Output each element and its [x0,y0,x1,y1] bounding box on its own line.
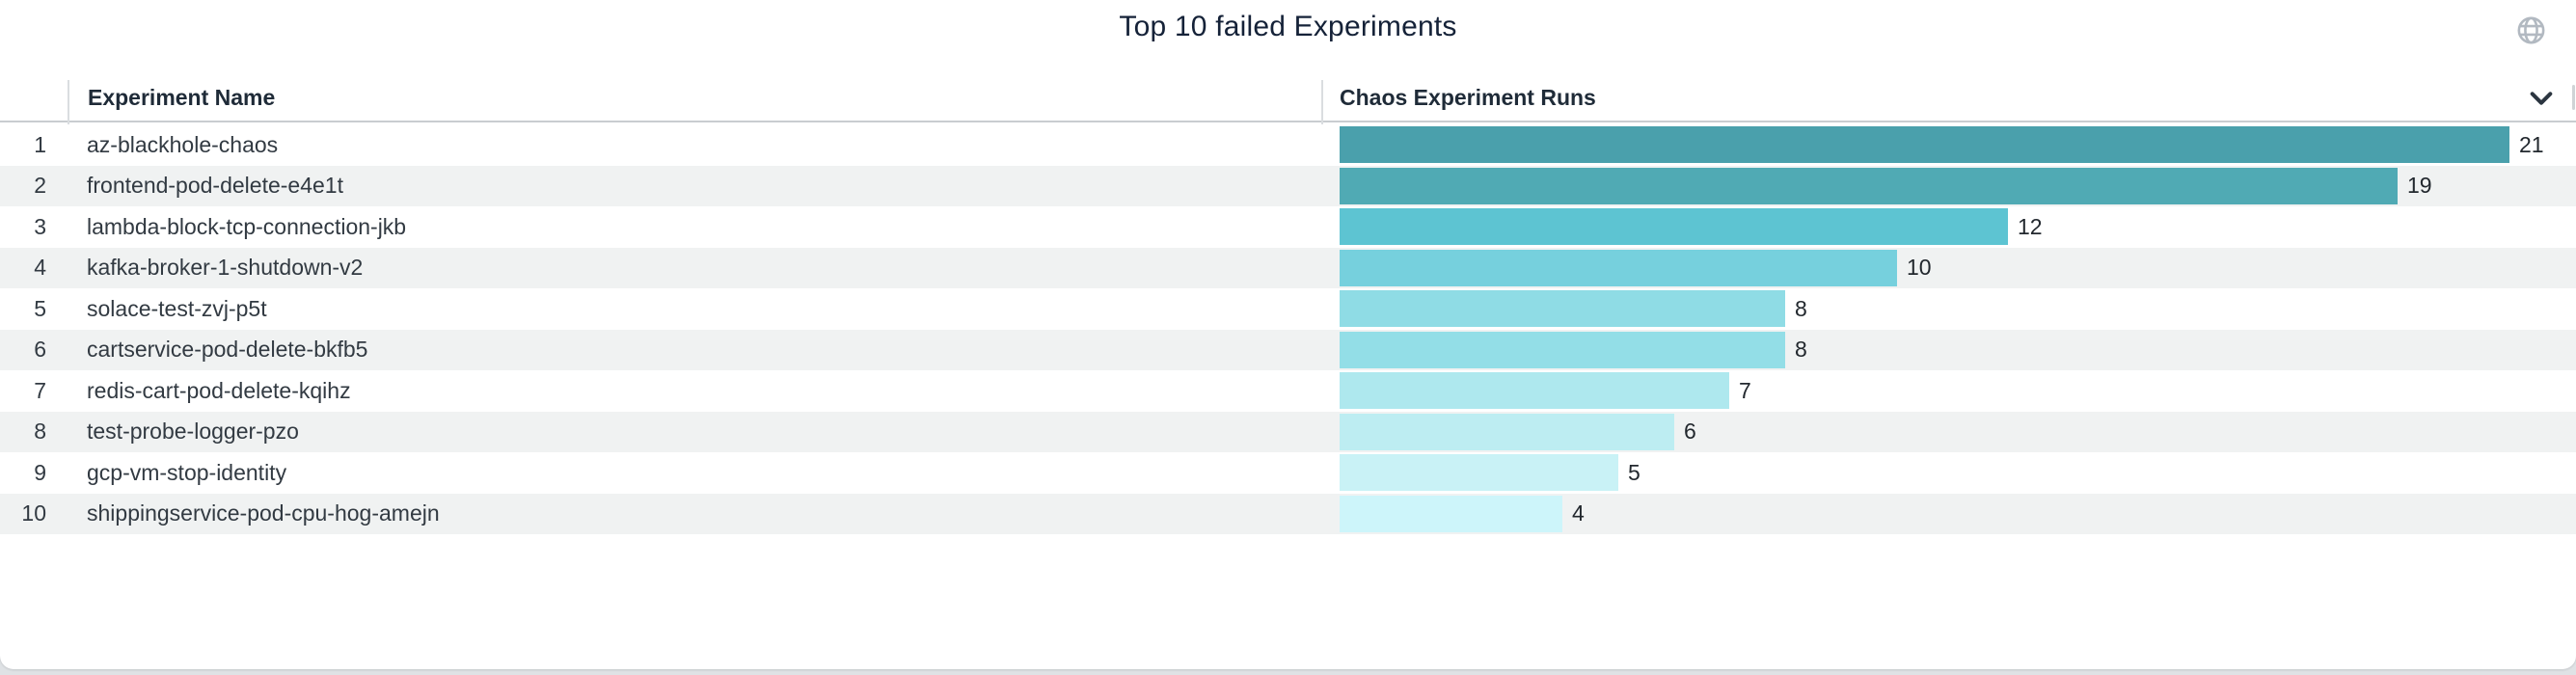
row-rank: 3 [34,213,46,239]
column-header-chaos-experiment-runs[interactable]: Chaos Experiment Runs [1340,85,1596,110]
runs-cell: 21 [1323,124,2576,166]
experiment-name: kafka-broker-1-shutdown-v2 [87,255,364,281]
row-rank: 7 [34,377,46,403]
run-count-value: 4 [1572,500,1585,526]
run-count-bar [1340,331,1785,368]
row-rank: 1 [34,131,46,157]
runs-cell: 19 [1323,166,2576,207]
experiment-name: lambda-block-tcp-connection-jkb [87,213,407,239]
runs-cell: 5 [1323,452,2576,494]
run-count-bar [1340,372,1729,410]
table-row[interactable]: 10 shippingservice-pod-cpu-hog-amejn 4 [0,493,2576,535]
run-count-value: 19 [2407,173,2432,199]
run-count-value: 21 [2519,131,2544,157]
scrollbar[interactable] [2572,85,2575,110]
runs-cell: 4 [1323,494,2576,535]
runs-cell: 8 [1323,288,2576,330]
runs-cell: 10 [1323,248,2576,289]
row-rank: 4 [34,255,46,281]
chevron-down-icon[interactable] [2528,87,2555,110]
chart-title: Top 10 failed Experiments [1119,11,1457,42]
run-count-value: 12 [2018,213,2043,239]
runs-cell: 7 [1323,370,2576,412]
run-count-bar [1340,290,1785,328]
row-rank: 6 [34,337,46,363]
table-row[interactable]: 2 frontend-pod-delete-e4e1t 19 [0,165,2576,207]
globe-icon [2515,14,2547,46]
run-count-bar [1340,208,2008,246]
table-row[interactable]: 6 cartservice-pod-delete-bkfb5 8 [0,329,2576,371]
table-row[interactable]: 4 kafka-broker-1-shutdown-v2 10 [0,247,2576,289]
table-row[interactable]: 8 test-probe-logger-pzo 6 [0,411,2576,453]
experiment-name: solace-test-zvj-p5t [87,295,267,321]
experiment-name: cartservice-pod-delete-bkfb5 [87,337,368,363]
run-count-value: 8 [1795,337,1807,363]
run-count-bar [1340,495,1562,532]
runs-cell: 6 [1323,412,2576,453]
table-row[interactable]: 5 solace-test-zvj-p5t 8 [0,288,2576,330]
table-row[interactable]: 9 gcp-vm-stop-identity 5 [0,452,2576,494]
run-count-bar [1340,167,2398,204]
experiment-name: frontend-pod-delete-e4e1t [87,173,343,199]
run-count-bar [1340,413,1674,450]
experiment-name: az-blackhole-chaos [87,131,279,157]
row-rank: 8 [34,418,46,445]
run-count-bar [1340,126,2509,164]
run-count-value: 5 [1628,459,1641,485]
row-rank: 2 [34,173,46,199]
row-rank: 5 [34,295,46,321]
run-count-value: 7 [1739,377,1751,403]
table-header: Experiment Name Chaos Experiment Runs [0,75,2576,122]
run-count-value: 8 [1795,295,1807,321]
run-count-bar [1340,249,1897,286]
table-row[interactable]: 7 redis-cart-pod-delete-kqihz 7 [0,370,2576,412]
runs-cell: 12 [1323,206,2576,248]
table-row[interactable]: 3 lambda-block-tcp-connection-jkb 12 [0,206,2576,248]
run-count-bar [1340,454,1618,492]
experiment-name: redis-cart-pod-delete-kqihz [87,377,351,403]
column-header-experiment-name[interactable]: Experiment Name [88,85,276,110]
run-count-value: 6 [1684,418,1696,445]
table-body: 1 az-blackhole-chaos 21 2 frontend-pod-d… [0,124,2576,534]
table-row[interactable]: 1 az-blackhole-chaos 21 [0,124,2576,166]
run-count-value: 10 [1907,255,1932,281]
experiment-name: gcp-vm-stop-identity [87,459,287,485]
row-rank: 10 [21,500,46,526]
experiment-name: test-probe-logger-pzo [87,418,299,445]
experiment-name: shippingservice-pod-cpu-hog-amejn [87,500,440,526]
runs-cell: 8 [1323,330,2576,371]
row-rank: 9 [34,459,46,485]
